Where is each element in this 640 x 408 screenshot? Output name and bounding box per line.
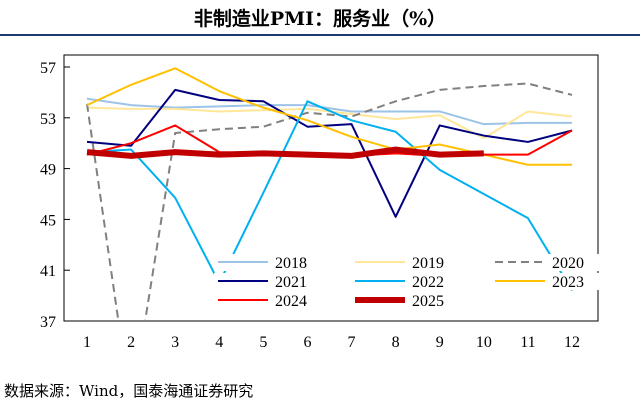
x-tick-label: 2 <box>127 334 135 351</box>
y-tick-label: 49 <box>40 162 56 179</box>
y-tick-label: 53 <box>40 111 56 128</box>
y-tick-label: 45 <box>40 212 56 229</box>
legend-bg <box>351 292 463 309</box>
x-tick-label: 5 <box>259 334 267 351</box>
x-tick-label: 7 <box>348 334 356 351</box>
x-tick-label: 10 <box>476 334 492 351</box>
x-tick-label: 12 <box>564 334 580 351</box>
legend-bg <box>214 254 326 271</box>
legend-label-2019: 2019 <box>412 255 444 272</box>
x-tick-label: 3 <box>171 334 179 351</box>
series-line-2018 <box>86 97 572 126</box>
legend-bg <box>214 292 326 309</box>
x-tick-label: 9 <box>436 334 444 351</box>
x-tick-label: 8 <box>392 334 400 351</box>
series-line-2025 <box>86 146 484 159</box>
series-line-2020 <box>86 82 573 321</box>
x-tick-label: 4 <box>215 334 223 351</box>
y-tick-label: 57 <box>40 60 56 77</box>
chart-title: 非制造业PMI：服务业（%） <box>193 8 447 30</box>
legend-label-2024: 2024 <box>275 293 307 310</box>
y-tick-label: 41 <box>40 263 56 280</box>
y-tick-label: 37 <box>40 314 56 331</box>
legend-bg <box>351 254 463 271</box>
x-tick-label: 1 <box>83 334 91 351</box>
title-divider <box>0 34 640 36</box>
series-line-2022 <box>86 100 573 292</box>
source-note: 数据来源：Wind，国泰海通证券研究 <box>4 382 254 400</box>
legend-label-2022: 2022 <box>412 274 444 291</box>
x-tick-label: 11 <box>520 334 535 351</box>
legend-label-2018: 2018 <box>275 255 307 272</box>
series-line-2023 <box>86 67 572 166</box>
legend-bg <box>491 273 603 290</box>
legend-bg <box>214 273 326 290</box>
legend-bg <box>351 273 463 290</box>
series-line-2021 <box>86 88 573 218</box>
legend-bg <box>491 254 603 271</box>
legend-label-2021: 2021 <box>275 274 307 291</box>
legend-label-2020: 2020 <box>552 255 584 272</box>
plot-frame <box>63 54 599 322</box>
legend-label-2023: 2023 <box>552 274 584 291</box>
legend-label-2025: 2025 <box>412 293 444 310</box>
x-tick-label: 6 <box>303 334 311 351</box>
